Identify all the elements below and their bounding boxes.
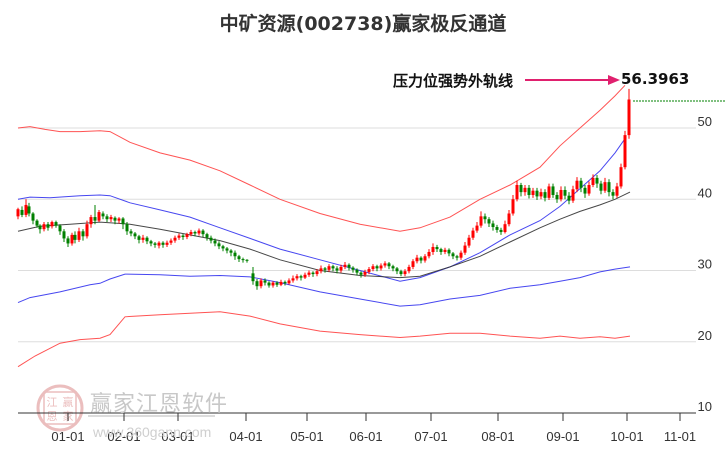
svg-text:恩: 恩 <box>47 410 58 423</box>
candlesticks <box>16 88 631 290</box>
svg-text:06-01: 06-01 <box>349 429 382 444</box>
annotation-arrow-icon <box>525 75 620 85</box>
watermark-brand: 赢家江恩软件 <box>90 392 229 417</box>
chart-title: 中矿资源(002738)赢家极反通道 <box>219 13 507 35</box>
svg-text:05-01: 05-01 <box>290 429 323 444</box>
svg-text:10-01: 10-01 <box>610 429 643 444</box>
svg-text:江: 江 <box>47 396 58 409</box>
svg-text:07-01: 07-01 <box>414 429 447 444</box>
svg-text:11-01: 11-01 <box>664 429 696 444</box>
svg-text:01-01: 01-01 <box>51 429 84 444</box>
svg-text:04-01: 04-01 <box>229 429 262 444</box>
watermark-seal-icon: 江 赢 恩 家 <box>36 384 84 432</box>
resistance-value: 56.3963 <box>621 70 690 88</box>
svg-text:03-01: 03-01 <box>161 429 194 444</box>
gridlines <box>18 127 696 343</box>
y-axis-labels: 10 20 30 40 50 <box>698 114 712 414</box>
svg-text:09-01: 09-01 <box>546 429 579 444</box>
svg-text:08-01: 08-01 <box>481 429 514 444</box>
x-axis: 01-01 02-01 03-01 04-01 05-01 06-01 07-01 08-01… <box>18 412 696 444</box>
resistance-label: 压力位强势外轨线 <box>393 72 514 90</box>
svg-text:02-01: 02-01 <box>107 429 140 444</box>
svg-text:40: 40 <box>698 185 712 200</box>
svg-text:赢: 赢 <box>63 395 74 409</box>
svg-text:30: 30 <box>698 257 712 272</box>
svg-text:20: 20 <box>698 328 712 343</box>
watermark-url: www.360gann.com <box>93 424 212 440</box>
channel-lines <box>17 84 631 368</box>
svg-text:10: 10 <box>698 399 712 414</box>
svg-text:50: 50 <box>698 114 712 129</box>
